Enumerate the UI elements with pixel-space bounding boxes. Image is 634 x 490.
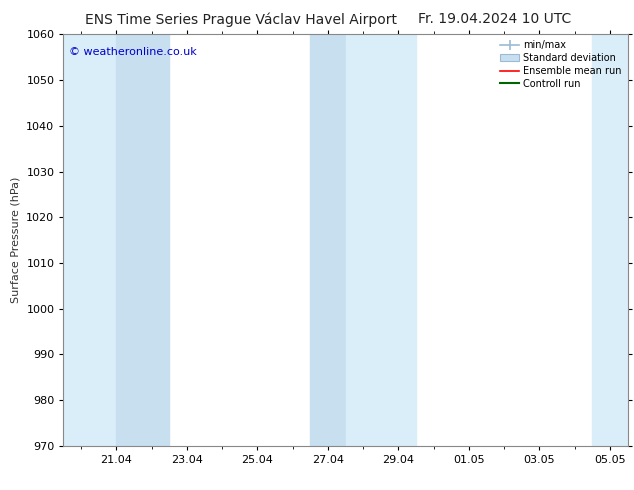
Y-axis label: Surface Pressure (hPa): Surface Pressure (hPa) — [11, 177, 21, 303]
Bar — [63, 34, 116, 446]
Bar — [310, 34, 346, 446]
Text: © weatheronline.co.uk: © weatheronline.co.uk — [69, 47, 197, 57]
Bar — [592, 34, 628, 446]
Bar — [116, 34, 169, 446]
Text: ENS Time Series Prague Václav Havel Airport: ENS Time Series Prague Václav Havel Airp… — [85, 12, 397, 27]
Legend: min/max, Standard deviation, Ensemble mean run, Controll run: min/max, Standard deviation, Ensemble me… — [496, 36, 626, 93]
Text: Fr. 19.04.2024 10 UTC: Fr. 19.04.2024 10 UTC — [418, 12, 571, 26]
Bar — [346, 34, 416, 446]
